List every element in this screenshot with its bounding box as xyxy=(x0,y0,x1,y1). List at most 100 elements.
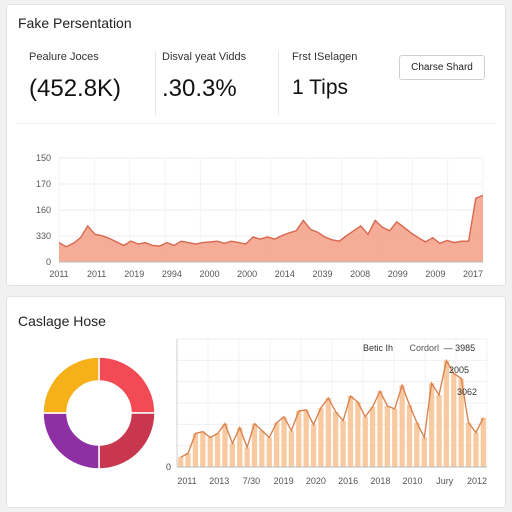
x-tick-label: 7/30 xyxy=(243,476,261,486)
bar xyxy=(244,447,250,467)
bar xyxy=(333,411,339,467)
overview-card: Fake Persentation Pealure Joces (452.8K)… xyxy=(6,4,506,286)
x-tick-label: 2994 xyxy=(162,269,182,279)
bar xyxy=(222,423,228,467)
x-tick-label: Jury xyxy=(436,476,454,486)
change-chart-button[interactable]: Charse Shard xyxy=(399,55,485,80)
divider xyxy=(17,123,495,124)
metric-value: .30.3% xyxy=(162,75,237,102)
bar xyxy=(465,422,472,467)
metric-value: (452.8K) xyxy=(29,75,122,102)
bar xyxy=(443,360,449,467)
donut-chart xyxy=(42,356,156,470)
breakdown-card: Caslage Hose 0 2011 2013 7/30 2019 2020 2016 20… xyxy=(6,296,506,508)
y-tick-label: 0 xyxy=(166,462,171,472)
card-title: Caslage Hose xyxy=(18,313,106,329)
x-tick-label: 2008 xyxy=(350,269,370,279)
bar xyxy=(303,409,309,467)
bar xyxy=(192,433,199,467)
x-tick-label: 2009 xyxy=(425,269,445,279)
x-tick-label: 2020 xyxy=(306,476,326,486)
y-tick-label: 160 xyxy=(36,205,51,215)
metric-label: Pealure Joces xyxy=(29,51,99,63)
x-tick-label: 2012 xyxy=(467,476,487,486)
donut-slice xyxy=(42,356,100,414)
bar xyxy=(259,430,265,467)
legend-item: Betic Ih xyxy=(363,343,394,353)
bar xyxy=(266,437,272,467)
bar xyxy=(399,385,405,467)
bar xyxy=(421,437,427,467)
series-line xyxy=(180,358,484,458)
bar xyxy=(458,378,464,467)
bar xyxy=(296,410,302,467)
bar xyxy=(207,437,213,467)
bar xyxy=(362,416,368,467)
y-tick-label: 150 xyxy=(36,153,51,163)
bar xyxy=(347,396,354,467)
x-tick-label: 2000 xyxy=(237,269,257,279)
bar xyxy=(214,433,221,467)
series-line xyxy=(58,194,484,248)
area-chart: 150 170 160 330 0 2011 2011 2019 2994 2000 2000 201… xyxy=(36,153,484,279)
bar xyxy=(369,406,376,467)
x-tick-label: 2010 xyxy=(403,476,423,486)
x-tick-label: 2014 xyxy=(275,269,295,279)
bar xyxy=(429,383,435,467)
bar xyxy=(392,408,398,467)
x-tick-label: 2039 xyxy=(312,269,332,279)
divider xyxy=(278,51,279,115)
x-tick-label: 2017 xyxy=(463,269,483,279)
metric-value: 1 Tips xyxy=(292,76,349,99)
x-tick-label: 2013 xyxy=(209,476,229,486)
bar xyxy=(473,432,479,467)
metric-card: Pealure Joces (452.8K) xyxy=(29,51,121,103)
bar xyxy=(185,453,191,467)
y-tick-label: 170 xyxy=(36,179,51,189)
x-tick-label: 2099 xyxy=(388,269,408,279)
bar xyxy=(414,422,420,467)
x-tick-label: 2018 xyxy=(370,476,390,486)
x-tick-label: 2019 xyxy=(274,476,294,486)
y-tick-label: 0 xyxy=(46,257,51,267)
bar xyxy=(281,416,287,467)
x-tick-label: 2011 xyxy=(49,269,68,279)
annotation-label: 2005 xyxy=(449,365,469,375)
legend-item: Cordorl xyxy=(409,343,440,353)
bar xyxy=(178,457,184,467)
metric-label: Frst ISelagen xyxy=(292,51,358,63)
metric-card: Frst ISelagen 1 Tips xyxy=(292,51,357,100)
metric-label: Disval yeat Vidds xyxy=(162,51,247,63)
bar-chart: 0 2011 2013 7/30 2019 2020 2016 2018 2010 Jury 201… xyxy=(166,338,488,486)
y-tick-label: 330 xyxy=(36,231,51,241)
bar xyxy=(310,424,317,467)
bar xyxy=(480,417,486,467)
legend-item: — 3985 xyxy=(443,343,476,353)
annotation-label: 3062 xyxy=(457,387,477,397)
bar xyxy=(451,373,457,467)
divider xyxy=(155,51,156,115)
x-tick-label: 2000 xyxy=(200,269,220,279)
bar xyxy=(200,431,206,467)
x-tick-label: 2019 xyxy=(124,269,144,279)
bar xyxy=(325,398,331,467)
bar xyxy=(436,395,442,467)
bar xyxy=(251,423,258,467)
x-tick-label: 2016 xyxy=(338,476,358,486)
card-title: Fake Persentation xyxy=(18,15,132,31)
series-area xyxy=(59,195,483,262)
bar xyxy=(340,420,346,467)
bar xyxy=(406,405,413,467)
bar xyxy=(355,402,361,467)
bar xyxy=(377,391,383,467)
bar xyxy=(318,407,324,467)
x-tick-label: 2011 xyxy=(177,476,196,486)
metric-card: Disval yeat Vidds .30.3% xyxy=(162,51,246,103)
x-tick-label: 2011 xyxy=(87,269,106,279)
bar xyxy=(229,443,235,467)
bar xyxy=(288,430,294,467)
bar xyxy=(384,406,390,467)
chart-legend: Betic Ih Cordorl — 3985 xyxy=(363,343,475,353)
bar xyxy=(274,422,280,467)
bar xyxy=(237,427,243,467)
